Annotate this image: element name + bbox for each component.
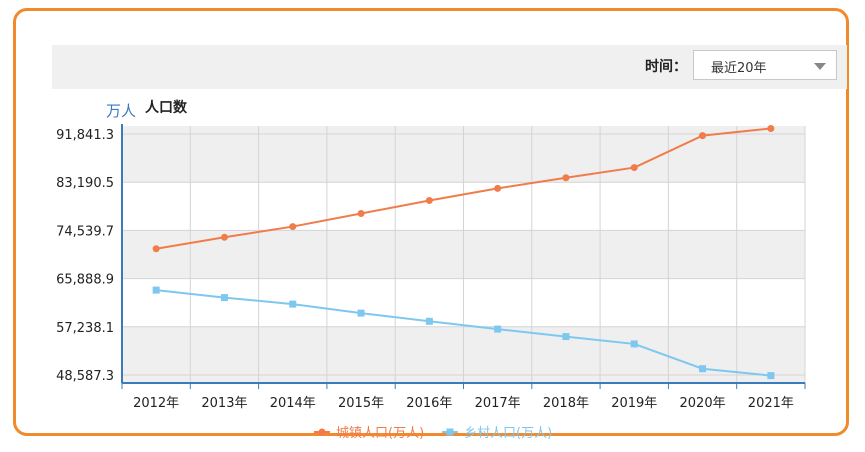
data-point	[289, 300, 297, 308]
data-point	[220, 233, 228, 241]
legend: 城镇人口(万人) 乡村人口(万人)	[314, 426, 552, 441]
y-axis-unit: 万人	[106, 102, 137, 120]
data-point	[494, 325, 502, 333]
x-tick-label: 2015年	[338, 396, 384, 411]
time-range-select-value: 最近20年	[711, 61, 767, 76]
y-tick-label: 65,888.9	[56, 273, 114, 288]
x-tick-labels: 2012年 2013年 2014年 2015年 2016年 2017年 2018年 2019年…	[133, 396, 794, 411]
data-point	[220, 294, 228, 302]
x-tick-label: 2016年	[406, 396, 452, 411]
data-point	[357, 209, 365, 217]
legend-label: 城镇人口(万人)	[336, 426, 424, 441]
time-range-label: 时间：	[645, 59, 687, 75]
y-tick-labels: 91,841.3 83,190.5 74,539.7 65,888.9 57,238.1…	[56, 128, 114, 384]
grid-lines	[121, 126, 806, 383]
chevron-down-icon	[814, 63, 826, 70]
y-tick-label: 74,539.7	[56, 224, 114, 239]
data-point	[562, 333, 570, 341]
data-point	[767, 124, 775, 132]
x-tick-label: 2019年	[611, 396, 657, 411]
x-tick-label: 2013年	[201, 396, 247, 411]
legend-marker	[446, 428, 454, 436]
chart-title: 人口数	[145, 100, 187, 116]
x-tick-label: 2014年	[270, 396, 316, 411]
x-tick-label: 2018年	[543, 396, 589, 411]
legend-marker	[318, 428, 326, 436]
data-point	[152, 286, 160, 294]
data-point	[562, 174, 570, 182]
axes	[121, 124, 806, 389]
time-range-select[interactable]: 最近20年	[693, 50, 837, 80]
data-point	[289, 223, 297, 231]
series-line	[156, 289, 771, 377]
y-tick-label: 83,190.5	[56, 176, 114, 191]
x-tick-label: 2017年	[475, 396, 521, 411]
legend-label: 乡村人口(万人)	[464, 426, 552, 441]
data-point	[494, 184, 502, 192]
x-tick-label: 2012年	[133, 396, 179, 411]
y-tick-label: 91,841.3	[56, 128, 114, 143]
data-point	[699, 132, 707, 140]
data-point	[699, 365, 707, 373]
y-tick-label: 48,587.3	[56, 369, 114, 384]
y-tick-label: 57,238.1	[56, 321, 114, 336]
data-point	[767, 372, 775, 380]
data-point	[425, 317, 433, 325]
data-point	[357, 309, 365, 317]
data-point	[630, 340, 638, 348]
series-line	[155, 127, 771, 250]
data-point	[630, 164, 638, 172]
data-point	[152, 245, 160, 253]
data-point	[425, 197, 433, 205]
x-tick-label: 2020年	[680, 396, 726, 411]
series-layer	[152, 124, 775, 380]
x-tick-label: 2021年	[748, 396, 794, 411]
